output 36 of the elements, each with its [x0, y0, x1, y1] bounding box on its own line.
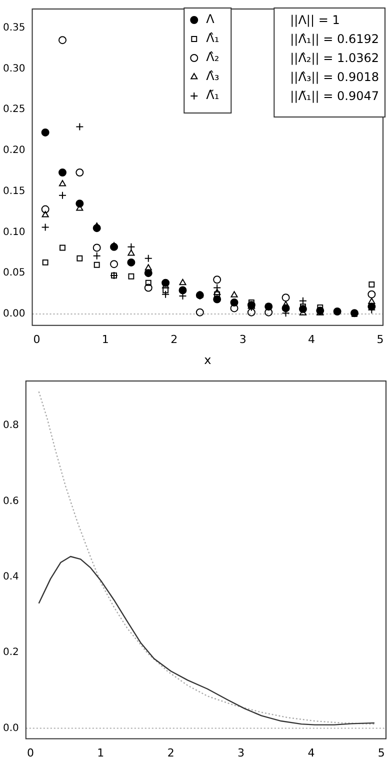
x-tick-label: 1 [102, 332, 109, 346]
x-tick-label: 2 [167, 746, 174, 760]
annotation: ||Λ̂₁|| = 0.6192 [290, 32, 380, 46]
y-tick-label: 0.4 [2, 572, 19, 583]
y-tick-label: 0.05 [3, 268, 26, 279]
y-tick-label: 0.6 [2, 496, 19, 507]
legend-label: Λ̂₂ [206, 50, 220, 64]
y-tick-label: 0.00 [3, 308, 26, 320]
legend-label: Λ̂₁ [206, 31, 220, 46]
x-tick-label: 2 [170, 332, 178, 346]
y-tick-label: 0.30 [3, 63, 26, 74]
x-tick-label: 1 [97, 746, 104, 760]
x-tick-label: 5 [376, 332, 384, 346]
x-tick-label: 0 [26, 746, 34, 760]
legend-label: Λ [206, 12, 216, 26]
annotation: ||Λ|| = 1 [290, 13, 340, 28]
y-tick-label: 0.10 [3, 226, 26, 238]
x-tick-label: 5 [378, 746, 385, 760]
x-tick-label: 4 [308, 332, 316, 346]
y-tick-label: 0.25 [3, 104, 26, 116]
y-tick-label: 0.2 [2, 647, 19, 658]
y-tick-label: 0.0 [2, 722, 19, 734]
x-tick-label: 0 [33, 332, 40, 346]
y-tick-label: 0.8 [2, 420, 19, 432]
annotation: ||Λ̂₂|| = 1.0362 [290, 51, 380, 66]
x-tick-label: 4 [308, 746, 315, 760]
annotation: ||Λ̃₁|| = 0.9047 [290, 89, 380, 104]
x-axis-title: x [204, 352, 212, 367]
legend-label: Λ̃₁ [206, 88, 220, 102]
legend-label: Λ̂₃ [206, 69, 220, 84]
x-tick-label: 3 [239, 332, 246, 346]
y-tick-label: 0.35 [3, 22, 26, 34]
y-tick-label: 0.20 [3, 145, 26, 156]
annotation: ||Λ̂₃|| = 0.9018 [290, 70, 380, 84]
x-tick-label: 3 [238, 746, 245, 760]
y-tick-label: 0.15 [3, 186, 26, 197]
